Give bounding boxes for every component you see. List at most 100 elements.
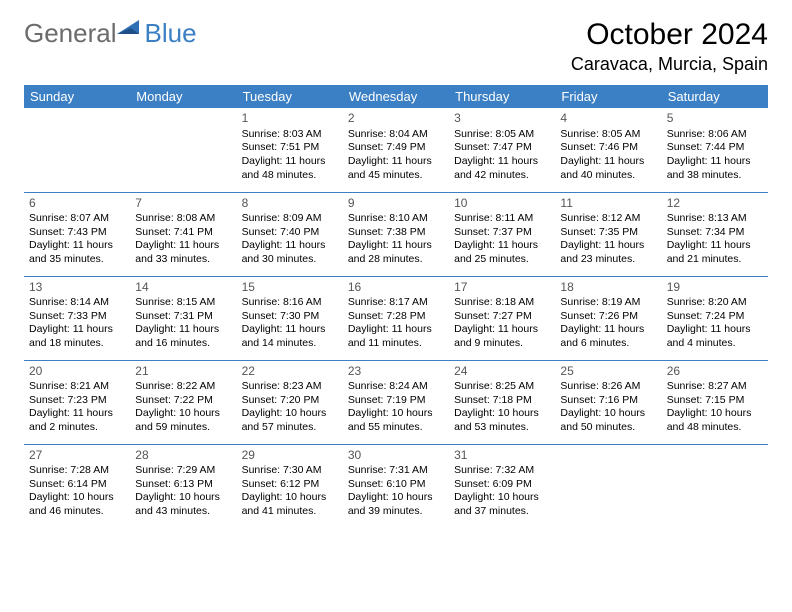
sunrise-text: Sunrise: 8:25 AM <box>454 380 550 394</box>
daylight-text: and 59 minutes. <box>135 421 231 435</box>
daylight-text: Daylight: 11 hours <box>348 155 444 169</box>
day-number: 23 <box>348 364 444 380</box>
location-subtitle: Caravaca, Murcia, Spain <box>571 54 768 75</box>
day-number: 12 <box>667 196 763 212</box>
sunset-text: Sunset: 7:26 PM <box>560 310 656 324</box>
daylight-text: Daylight: 10 hours <box>135 491 231 505</box>
sunrise-text: Sunrise: 8:22 AM <box>135 380 231 394</box>
daylight-text: Daylight: 10 hours <box>560 407 656 421</box>
daylight-text: Daylight: 10 hours <box>348 491 444 505</box>
daylight-text: Daylight: 11 hours <box>242 323 338 337</box>
day-number: 3 <box>454 111 550 127</box>
calendar-day-cell: 30Sunrise: 7:31 AMSunset: 6:10 PMDayligh… <box>343 444 449 528</box>
daylight-text: Daylight: 10 hours <box>454 407 550 421</box>
calendar-day-cell: 28Sunrise: 7:29 AMSunset: 6:13 PMDayligh… <box>130 444 236 528</box>
day-number: 25 <box>560 364 656 380</box>
sunset-text: Sunset: 7:28 PM <box>348 310 444 324</box>
daylight-text: Daylight: 11 hours <box>454 323 550 337</box>
weekday-header-row: Sunday Monday Tuesday Wednesday Thursday… <box>24 85 768 108</box>
sunset-text: Sunset: 7:44 PM <box>667 141 763 155</box>
calendar-day-cell <box>555 444 661 528</box>
daylight-text: Daylight: 11 hours <box>667 155 763 169</box>
calendar-week-row: 27Sunrise: 7:28 AMSunset: 6:14 PMDayligh… <box>24 444 768 528</box>
day-number: 28 <box>135 448 231 464</box>
daylight-text: Daylight: 10 hours <box>667 407 763 421</box>
calendar-day-cell: 1Sunrise: 8:03 AMSunset: 7:51 PMDaylight… <box>237 108 343 192</box>
daylight-text: and 42 minutes. <box>454 169 550 183</box>
daylight-text: and 40 minutes. <box>560 169 656 183</box>
day-number: 24 <box>454 364 550 380</box>
sunrise-text: Sunrise: 8:16 AM <box>242 296 338 310</box>
daylight-text: and 37 minutes. <box>454 505 550 519</box>
daylight-text: and 23 minutes. <box>560 253 656 267</box>
daylight-text: and 33 minutes. <box>135 253 231 267</box>
daylight-text: and 41 minutes. <box>242 505 338 519</box>
sunset-text: Sunset: 7:24 PM <box>667 310 763 324</box>
daylight-text: Daylight: 11 hours <box>242 239 338 253</box>
calendar-day-cell: 18Sunrise: 8:19 AMSunset: 7:26 PMDayligh… <box>555 276 661 360</box>
sunset-text: Sunset: 7:31 PM <box>135 310 231 324</box>
calendar-day-cell: 10Sunrise: 8:11 AMSunset: 7:37 PMDayligh… <box>449 192 555 276</box>
daylight-text: and 30 minutes. <box>242 253 338 267</box>
calendar-day-cell: 27Sunrise: 7:28 AMSunset: 6:14 PMDayligh… <box>24 444 130 528</box>
sunrise-text: Sunrise: 8:17 AM <box>348 296 444 310</box>
calendar-day-cell: 5Sunrise: 8:06 AMSunset: 7:44 PMDaylight… <box>662 108 768 192</box>
sunrise-text: Sunrise: 8:12 AM <box>560 212 656 226</box>
daylight-text: Daylight: 10 hours <box>135 407 231 421</box>
sunset-text: Sunset: 7:15 PM <box>667 394 763 408</box>
sunset-text: Sunset: 6:10 PM <box>348 478 444 492</box>
calendar-day-cell: 13Sunrise: 8:14 AMSunset: 7:33 PMDayligh… <box>24 276 130 360</box>
day-number: 8 <box>242 196 338 212</box>
calendar-day-cell: 11Sunrise: 8:12 AMSunset: 7:35 PMDayligh… <box>555 192 661 276</box>
daylight-text: and 43 minutes. <box>135 505 231 519</box>
title-block: October 2024 Caravaca, Murcia, Spain <box>571 18 768 75</box>
calendar-day-cell: 26Sunrise: 8:27 AMSunset: 7:15 PMDayligh… <box>662 360 768 444</box>
day-number: 17 <box>454 280 550 296</box>
day-number: 1 <box>242 111 338 127</box>
daylight-text: and 39 minutes. <box>348 505 444 519</box>
sunrise-text: Sunrise: 8:05 AM <box>454 128 550 142</box>
sunset-text: Sunset: 7:38 PM <box>348 226 444 240</box>
day-number: 30 <box>348 448 444 464</box>
daylight-text: and 45 minutes. <box>348 169 444 183</box>
daylight-text: and 4 minutes. <box>667 337 763 351</box>
calendar-week-row: 13Sunrise: 8:14 AMSunset: 7:33 PMDayligh… <box>24 276 768 360</box>
sunrise-text: Sunrise: 8:08 AM <box>135 212 231 226</box>
daylight-text: and 35 minutes. <box>29 253 125 267</box>
sunrise-text: Sunrise: 8:11 AM <box>454 212 550 226</box>
daylight-text: Daylight: 11 hours <box>29 323 125 337</box>
day-number: 6 <box>29 196 125 212</box>
day-number: 13 <box>29 280 125 296</box>
daylight-text: Daylight: 11 hours <box>242 155 338 169</box>
daylight-text: and 9 minutes. <box>454 337 550 351</box>
col-tuesday: Tuesday <box>237 85 343 108</box>
daylight-text: and 53 minutes. <box>454 421 550 435</box>
sunrise-text: Sunrise: 7:32 AM <box>454 464 550 478</box>
sunset-text: Sunset: 6:14 PM <box>29 478 125 492</box>
sunrise-text: Sunrise: 8:03 AM <box>242 128 338 142</box>
calendar-table: Sunday Monday Tuesday Wednesday Thursday… <box>24 85 768 528</box>
calendar-week-row: 1Sunrise: 8:03 AMSunset: 7:51 PMDaylight… <box>24 108 768 192</box>
calendar-day-cell: 24Sunrise: 8:25 AMSunset: 7:18 PMDayligh… <box>449 360 555 444</box>
calendar-day-cell: 14Sunrise: 8:15 AMSunset: 7:31 PMDayligh… <box>130 276 236 360</box>
daylight-text: Daylight: 11 hours <box>29 407 125 421</box>
day-number: 18 <box>560 280 656 296</box>
calendar-day-cell: 29Sunrise: 7:30 AMSunset: 6:12 PMDayligh… <box>237 444 343 528</box>
daylight-text: Daylight: 11 hours <box>29 239 125 253</box>
logo-triangle-icon <box>117 18 143 41</box>
sunset-text: Sunset: 7:34 PM <box>667 226 763 240</box>
sunset-text: Sunset: 6:09 PM <box>454 478 550 492</box>
day-number: 16 <box>348 280 444 296</box>
sunset-text: Sunset: 7:37 PM <box>454 226 550 240</box>
sunrise-text: Sunrise: 8:05 AM <box>560 128 656 142</box>
daylight-text: and 2 minutes. <box>29 421 125 435</box>
sunrise-text: Sunrise: 8:04 AM <box>348 128 444 142</box>
sunrise-text: Sunrise: 7:29 AM <box>135 464 231 478</box>
sunrise-text: Sunrise: 8:10 AM <box>348 212 444 226</box>
daylight-text: Daylight: 11 hours <box>135 239 231 253</box>
col-sunday: Sunday <box>24 85 130 108</box>
calendar-day-cell: 25Sunrise: 8:26 AMSunset: 7:16 PMDayligh… <box>555 360 661 444</box>
daylight-text: and 6 minutes. <box>560 337 656 351</box>
daylight-text: and 18 minutes. <box>29 337 125 351</box>
sunset-text: Sunset: 7:49 PM <box>348 141 444 155</box>
